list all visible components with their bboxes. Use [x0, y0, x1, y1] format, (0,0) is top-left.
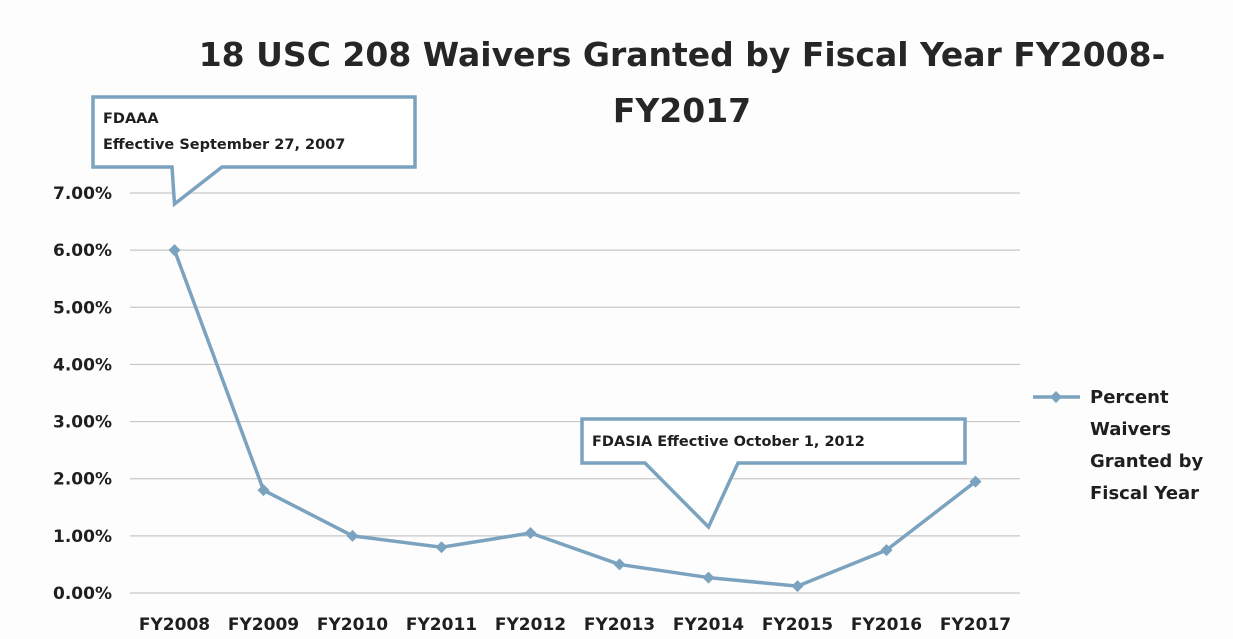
y-tick-label: 6.00% — [53, 241, 112, 261]
callout-text: FDAAA — [103, 111, 159, 127]
y-tick-label: 5.00% — [53, 298, 112, 318]
callout-box — [91, 95, 417, 208]
data-point — [880, 544, 893, 557]
y-tick-label: 0.00% — [53, 584, 112, 604]
gridlines — [130, 192, 1020, 594]
y-tick-label: 1.00% — [53, 527, 112, 547]
callout-box — [580, 417, 967, 531]
chart-title-line-1: 18 USC 208 Waivers Granted by Fiscal Yea… — [199, 35, 1166, 74]
data-point — [257, 484, 270, 497]
x-tick-label: FY2009 — [228, 615, 299, 635]
data-point — [969, 475, 982, 488]
data-point — [791, 580, 804, 593]
legend-label: Waivers — [1090, 419, 1171, 440]
series-line — [172, 249, 977, 588]
data-point — [702, 571, 715, 584]
x-tick-label: FY2012 — [495, 615, 566, 635]
y-tick-label: 4.00% — [53, 355, 112, 375]
x-tick-label: FY2010 — [317, 615, 388, 635]
x-tick-label: FY2016 — [851, 615, 922, 635]
y-tick-label: 2.00% — [53, 470, 112, 490]
data-point — [524, 527, 537, 539]
callout-text: FDASIA Effective October 1, 2012 — [592, 434, 865, 450]
y-axis-tick-labels: 0.00% 1.00% 2.00% 3.00% 4.00% 5.00% 6.00% 7.00% — [53, 184, 112, 604]
x-tick-label: FY2013 — [584, 615, 655, 635]
legend-swatch-marker — [1050, 391, 1062, 403]
y-tick-label: 3.00% — [53, 413, 112, 433]
x-tick-label: FY2014 — [673, 615, 744, 635]
series — [168, 244, 982, 593]
x-tick-label: FY2011 — [406, 615, 477, 635]
x-tick-label: FY2008 — [139, 615, 210, 635]
data-point — [168, 244, 181, 257]
x-tick-label: FY2015 — [762, 615, 833, 635]
legend-label: Fiscal Year — [1090, 483, 1199, 504]
legend: Percent Waivers Granted by Fiscal Year — [1033, 387, 1203, 504]
x-axis-tick-labels: FY2008 FY2009 FY2010 FY2011 FY2012 FY2013 FY20… — [139, 615, 1011, 635]
annotations: FDAAA Effective September 27, 2007 FDASIA … — [91, 95, 967, 531]
legend-label: Percent — [1090, 387, 1169, 408]
data-point — [435, 541, 448, 554]
legend-label: Granted by — [1090, 451, 1203, 472]
chart-title-line-2: FY2017 — [613, 91, 751, 130]
callout-text: Effective September 27, 2007 — [103, 137, 345, 153]
y-tick-label: 7.00% — [53, 184, 112, 204]
data-point — [613, 558, 626, 571]
x-tick-label: FY2017 — [940, 615, 1011, 635]
data-point — [346, 529, 359, 542]
